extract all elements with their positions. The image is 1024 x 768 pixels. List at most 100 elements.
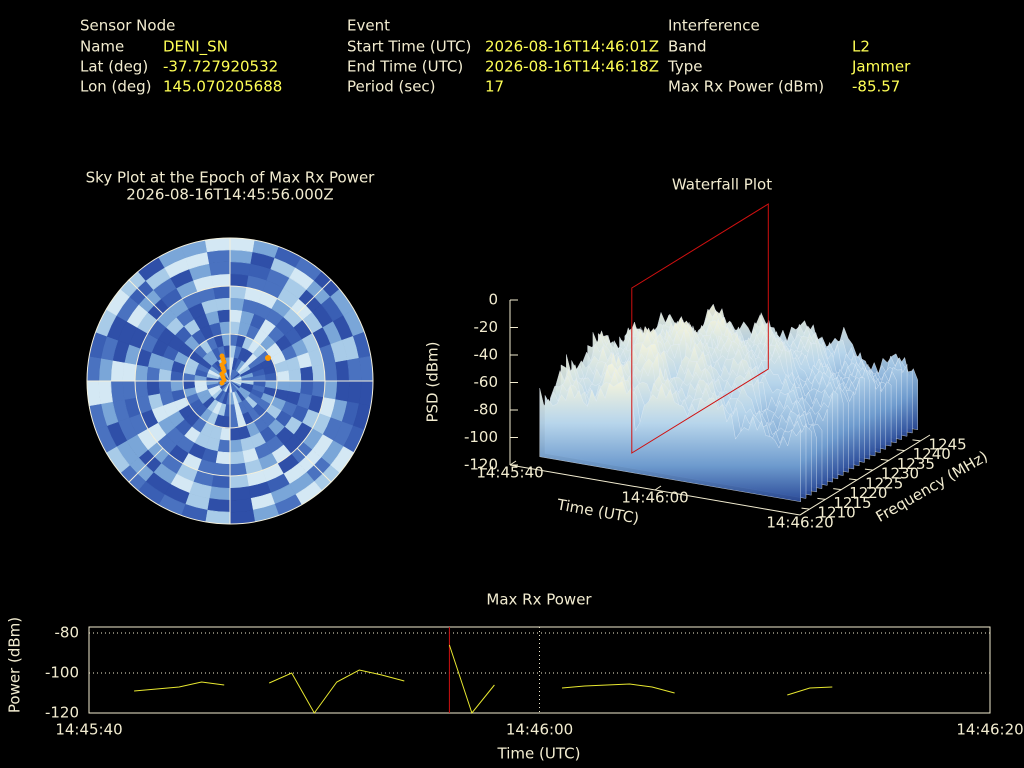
sky-cell [229, 297, 245, 311]
waterfall-title: Waterfall Plot [672, 176, 772, 194]
freq-tick-label: 1220 [849, 484, 887, 502]
info-heading: Sensor Node [80, 17, 175, 35]
sky-cell [229, 273, 249, 288]
freq-tick [864, 468, 873, 471]
sky-cell [311, 364, 326, 382]
sky-cell [215, 451, 231, 465]
info-heading: Interference [668, 17, 760, 35]
chart-title: Max Rx Power [486, 591, 592, 609]
z-tick-label: 0 [488, 291, 498, 309]
sky-cell [134, 380, 149, 398]
sky-cell [215, 297, 231, 311]
epoch-plane [631, 203, 769, 454]
freq-axis [799, 434, 931, 516]
info-value: L2 [852, 38, 870, 56]
sky-cell [229, 509, 256, 525]
sky-cell [229, 498, 254, 513]
sky-cell [335, 380, 350, 402]
satellite-track [219, 380, 225, 386]
freq-tick [801, 507, 810, 510]
sky-cell [209, 261, 231, 276]
y-tick-label: -120 [45, 704, 79, 722]
sky-cell [170, 380, 184, 392]
sky-cell [229, 462, 247, 477]
info-label: Type [667, 58, 702, 76]
z-tick-label: -120 [464, 456, 498, 474]
sky-cell [229, 427, 241, 441]
info-panel: Sensor Node Name DENI_SN Lat (deg) -37.72792… [80, 17, 911, 96]
sky-cell [134, 364, 149, 382]
info-value: Jammer [851, 58, 911, 76]
info-value: 2026-08-16T14:46:18Z [485, 58, 659, 76]
time-tick [654, 485, 662, 491]
sky-cell [217, 309, 231, 323]
info-label: Name [80, 38, 124, 56]
z-tick-label: -100 [464, 428, 498, 446]
freq-tick [817, 497, 826, 500]
sky-cell [206, 498, 231, 513]
info-label: Band [668, 38, 707, 56]
sky-axis [128, 447, 164, 483]
time-tick-label: 14:46:00 [621, 489, 688, 507]
info-label: Max Rx Power (dBm) [668, 78, 824, 96]
sky-cell [229, 261, 251, 276]
sky-cell [300, 366, 314, 382]
z-tick-label: -40 [474, 346, 499, 364]
y-tick-label: -100 [45, 664, 79, 682]
freq-tick [849, 478, 858, 481]
sky-cell [86, 380, 102, 407]
y-axis-label: Power (dBm) [6, 617, 24, 713]
sky-cell [204, 237, 231, 253]
sky-cell [229, 237, 256, 253]
x-tick-label: 14:46:00 [506, 721, 573, 739]
sky-cell [98, 357, 113, 382]
sky-axis [296, 279, 332, 315]
sky-cell [358, 380, 374, 407]
x-tick-label: 14:46:20 [956, 721, 1023, 739]
time-tick-label: 14:46:20 [766, 514, 833, 532]
freq-tick-label: 1230 [881, 465, 919, 483]
x-axis-label: Time (UTC) [497, 745, 581, 763]
sky-cell [323, 380, 338, 400]
sky-cell [98, 380, 113, 405]
sky-cell [122, 362, 137, 382]
sky-cell [229, 474, 249, 489]
sky-cell [213, 462, 231, 477]
info-value: -37.727920532 [163, 58, 278, 76]
z-tick-label: -80 [474, 401, 499, 419]
sky-cell [110, 380, 125, 402]
sky-cell [335, 360, 350, 382]
z-tick-label: -20 [474, 318, 499, 336]
info-heading: Event [347, 17, 390, 35]
z-axis-label: PSD (dBm) [424, 341, 442, 422]
satellite-track [265, 355, 271, 361]
line-chart: Max Rx Power Time (UTC) Power (dBm) -80 -100… [6, 591, 1024, 763]
sky-cell [347, 357, 362, 382]
sky-cell [300, 380, 314, 396]
sky-cell [122, 380, 137, 400]
sky-cell [213, 285, 231, 300]
freq-tick [896, 449, 905, 452]
info-value: 17 [485, 78, 504, 96]
time-tick-label: 14:45:40 [476, 464, 543, 482]
freq-tick-label: 1210 [818, 504, 856, 522]
sky-cell [229, 486, 251, 501]
surface-ridge [539, 380, 801, 502]
freq-tick-label: 1240 [913, 445, 951, 463]
sky-cell [229, 285, 247, 300]
sky-subtitle: 2026-08-16T14:45:56.000Z [126, 186, 333, 204]
sky-title: Sky Plot at the Epoch of Max Rx Power [86, 169, 376, 187]
sky-cell [211, 474, 231, 489]
sky-plot [86, 237, 374, 525]
freq-tick [880, 458, 889, 461]
sky-cell [158, 380, 172, 394]
freq-tick-label: 1235 [897, 455, 935, 473]
freq-tick-label: 1215 [833, 494, 871, 512]
sky-axis [128, 279, 164, 315]
sky-cell [288, 368, 302, 382]
sky-cell [229, 439, 243, 453]
info-label: Lon (deg) [80, 78, 152, 96]
info-label: End Time (UTC) [347, 58, 463, 76]
